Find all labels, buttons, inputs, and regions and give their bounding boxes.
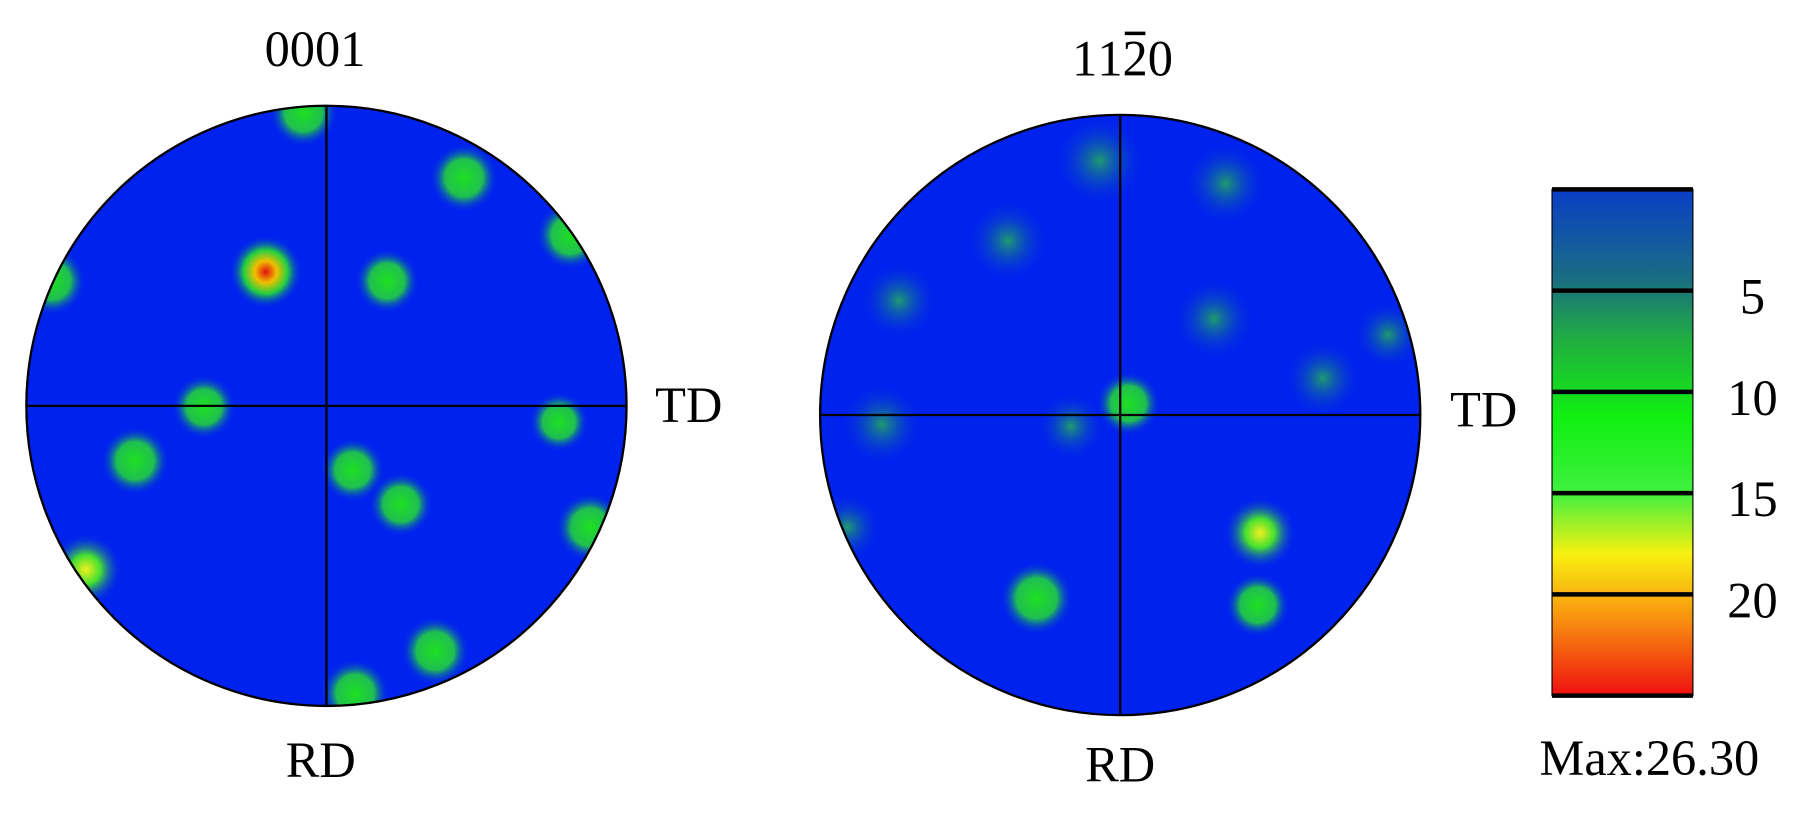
pole-title: 1120 xyxy=(1072,30,1173,86)
colorbar-tick-label: 20 xyxy=(1727,572,1777,628)
intensity-spots xyxy=(820,114,1421,638)
colorbar-tick-label: 10 xyxy=(1727,370,1777,426)
max-label: Max:26.30 xyxy=(1540,730,1760,786)
pole-figure-1: 0001 TD RD xyxy=(25,21,722,788)
colorbar-fill xyxy=(1551,188,1694,697)
colorbar-tick-label: 15 xyxy=(1727,471,1777,527)
x-axis-label: TD xyxy=(655,377,722,433)
colorbar: Max:26.30 5 10 15 20 xyxy=(1540,187,1778,786)
y-axis-label: RD xyxy=(286,732,356,788)
colorbar-tick-label: 5 xyxy=(1740,269,1765,325)
pole-title: 0001 xyxy=(265,21,366,77)
pole-figure-2: 1120 TD RD xyxy=(818,30,1517,793)
x-axis-label: TD xyxy=(1450,382,1517,438)
y-axis-label: RD xyxy=(1085,737,1155,793)
